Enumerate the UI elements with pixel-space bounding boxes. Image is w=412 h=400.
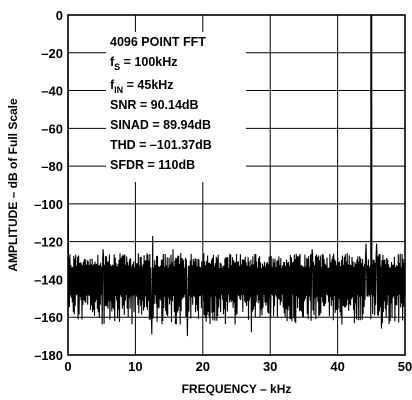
spectrum-series <box>67 14 406 337</box>
annotation-box: 4096 POINT FFT fS = 100kHz fIN = 45kHz S… <box>110 35 212 172</box>
x-tick-label: 20 <box>196 359 210 374</box>
x-tick-label: 30 <box>263 359 277 374</box>
x-tick-label: 50 <box>398 359 412 374</box>
y-tick-label: –80 <box>41 159 63 174</box>
annotation-fs: fS = 100kHz <box>110 55 178 72</box>
annotation-background <box>106 32 246 182</box>
y-tick-label: –100 <box>34 197 63 212</box>
x-tick-label: 10 <box>128 359 142 374</box>
y-tick-label: 0 <box>56 8 63 23</box>
x-tick-label: 40 <box>330 359 344 374</box>
annotation-fin: fIN = 45kHz <box>110 78 174 95</box>
annotation-sinad: SINAD = 89.94dB <box>110 118 211 132</box>
y-tick-labels: 0 –20 –40 –60 –80 –100 –120 –140 –160 –180 <box>34 8 63 363</box>
x-tick-labels: 0 10 20 30 40 50 <box>64 359 412 374</box>
y-tick-label: –140 <box>34 272 63 287</box>
x-axis-label: FREQUENCY – kHz <box>182 382 292 396</box>
plot-frame <box>67 14 406 356</box>
y-tick-label: –20 <box>41 46 63 61</box>
annotation-sfdr: SFDR = 110dB <box>110 158 195 172</box>
y-tick-label: –120 <box>34 235 63 250</box>
y-axis-label: AMPLITUDE – dB of Full Scale <box>6 98 20 272</box>
y-tick-label: –40 <box>41 84 63 99</box>
annotation-points: 4096 POINT FFT <box>110 35 206 49</box>
spectrum-line <box>67 14 406 337</box>
annotation-snr: SNR = 90.14dB <box>110 98 199 112</box>
y-tick-label: –180 <box>34 348 63 363</box>
x-tick-label: 0 <box>64 359 71 374</box>
y-tick-label: –60 <box>41 121 63 136</box>
annotation-thd: THD = –101.37dB <box>110 138 212 152</box>
y-tick-label: –160 <box>34 310 63 325</box>
